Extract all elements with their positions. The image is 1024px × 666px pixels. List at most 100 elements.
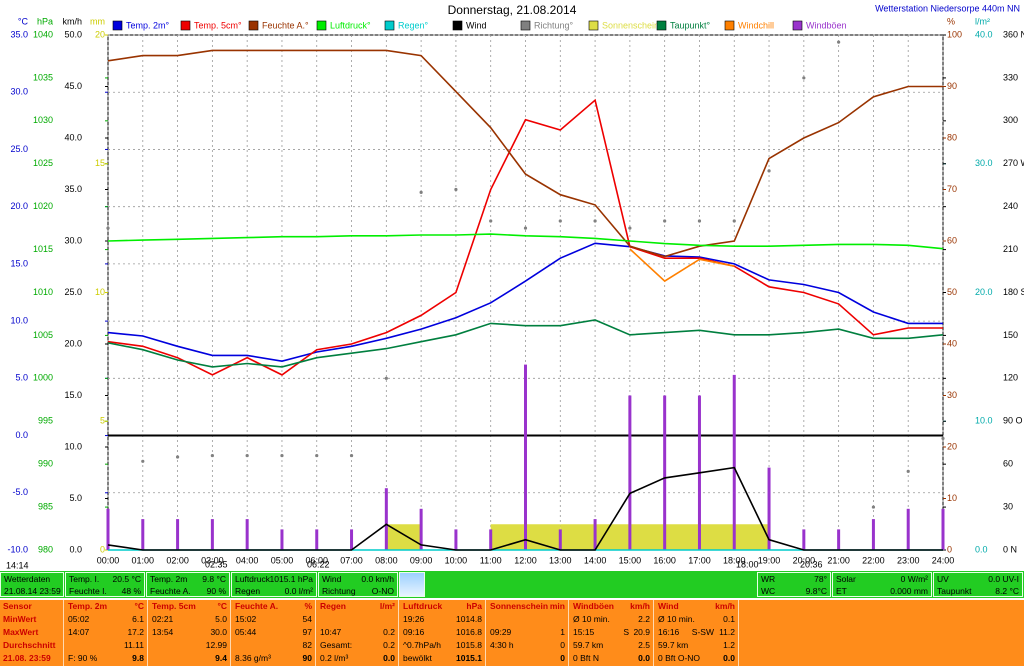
table-cell: 21.08. 23:59 <box>0 652 63 665</box>
x-tick-label: 06:00 <box>305 555 328 565</box>
chart-subtitle: Wetterstation Niedersorpe 440m NN <box>875 3 1020 13</box>
axis-title: l/m² <box>975 16 990 26</box>
y-tick-label: 15.0 <box>64 390 82 400</box>
direction-dot <box>871 505 876 509</box>
cell-text: 02:21 <box>152 614 174 624</box>
x-tick-label: 07:00 <box>340 555 363 565</box>
status-line: Temp. I. 20.5 °C <box>66 573 144 585</box>
cell-text: bewölkt <box>403 653 432 663</box>
cell-text: 19:26 <box>403 614 425 624</box>
table-cell <box>487 613 568 626</box>
direction-dot <box>941 436 945 441</box>
cell-text: 15:02 <box>235 614 257 624</box>
gust-bar <box>454 529 458 550</box>
x-tick-label: 00:00 <box>97 555 120 565</box>
cell-text: 9.8 <box>132 653 144 663</box>
y-tick-label: 70 <box>947 184 957 194</box>
cell-text: 0.1 <box>723 614 735 624</box>
y-tick-label: 300 <box>1003 115 1018 125</box>
legend-label: Temp. 5cm° <box>194 20 242 30</box>
cell-text: Gesamt: <box>320 640 353 650</box>
summary-table: Sensor MinWert MaxWert Durchschnitt 21.08. 2… <box>0 600 1024 666</box>
direction-dot <box>732 219 736 223</box>
annotation: 02:35 <box>205 559 228 569</box>
gust-bar <box>489 529 493 550</box>
legend-label: Sonnenschein <box>602 20 659 30</box>
y-tick-label: 1010 <box>33 287 53 297</box>
status-label: Taupunkt <box>937 586 972 596</box>
cell-text: 1016.8 <box>456 627 482 637</box>
cell-text: 0.2 <box>383 627 395 637</box>
y-tick-label: 210 <box>1003 244 1018 254</box>
cell-text: 0.0 <box>638 653 650 663</box>
sunshine-bar <box>525 524 561 550</box>
cell-text: 1015.1 <box>456 653 482 663</box>
cell-text: S-SW <box>691 627 714 637</box>
status-value: 20.5 °C <box>112 574 141 584</box>
gust-bar <box>176 519 180 550</box>
row-label: MinWert <box>3 614 37 624</box>
legend-label: Richtung° <box>534 20 574 30</box>
cell-text: 5.0 <box>215 614 227 624</box>
direction-dot <box>280 453 284 458</box>
y-tick-label: 0.0 <box>15 430 28 440</box>
status-value: O-NO <box>371 586 394 596</box>
y-tick-label: 50 <box>947 287 957 297</box>
y-tick-label: 15 <box>95 158 105 168</box>
table-cell: 8.36 g/m³ 90 <box>232 652 315 665</box>
table-column: Sensor MinWert MaxWert Durchschnitt 21.08. 2… <box>0 600 64 666</box>
series-line <box>107 466 943 551</box>
cell-text: 30.0 <box>210 627 227 637</box>
cell-text: 0.0 <box>383 653 395 663</box>
direction-dot <box>628 226 632 230</box>
cell-text: 6.1 <box>132 614 144 624</box>
cell-text: 1.2 <box>723 640 735 650</box>
cell-text: 0 <box>560 640 565 650</box>
cell-text: 12.99 <box>205 640 227 650</box>
gust-bar <box>663 395 667 550</box>
status-line: Luftdruck 1015.1 hPa <box>232 573 316 585</box>
y-tick-label: 40.0 <box>975 29 993 39</box>
x-tick-label: 12:00 <box>514 555 537 565</box>
status-line: Temp. 2m 9.8 °C <box>147 573 229 585</box>
status-line: Feuchte I. 48 % <box>66 585 144 597</box>
gust-bar <box>419 508 423 550</box>
x-tick-label: 08:00 <box>375 555 398 565</box>
gust-bar <box>210 519 214 550</box>
gust-bar <box>906 508 910 550</box>
status-group: Luftdruck 1015.1 hPa Regen 0.0 l/m² <box>231 572 317 597</box>
header-text: Regen <box>320 601 346 611</box>
table-cell: 09:16 1016.8 <box>400 626 485 639</box>
cell-text: 1 <box>560 627 565 637</box>
direction-dot <box>767 169 771 173</box>
gust-bar <box>106 508 110 550</box>
y-tick-label: 0 <box>100 544 105 554</box>
cell-text: 17.2 <box>127 627 144 637</box>
table-cell: 05:44 97 <box>232 626 315 639</box>
table-cell: 16:16 S-SW 11.2 <box>655 626 738 639</box>
direction-dot <box>558 219 562 223</box>
y-tick-label: 35.0 <box>10 29 28 39</box>
table-cell: 02:21 5.0 <box>149 613 230 626</box>
y-tick-label: 40 <box>947 338 957 348</box>
legend-label: Temp. 2m° <box>126 20 170 30</box>
cell-text: 8.36 g/m³ <box>235 653 271 663</box>
y-tick-label: 1030 <box>33 115 53 125</box>
legend-swatch <box>724 20 735 31</box>
series-line <box>107 49 943 258</box>
table-column: Temp. 5cm °C 02:21 5.0 13:54 30.0 12.99 9.4 <box>149 600 231 666</box>
table-column: Regen l/m² 10:47 0.2 Gesamt: 0.2 0.2 l/m³ 0.0 <box>317 600 399 666</box>
y-tick-label: 30.0 <box>10 87 28 97</box>
sunshine-bar <box>629 524 665 550</box>
series-line <box>107 319 944 368</box>
status-value: 0.0 l/m² <box>284 586 313 596</box>
cell-text: 15:15 <box>573 627 595 637</box>
status-value: 0.0 km/h <box>361 574 394 584</box>
header-text: Luftdruck <box>403 601 443 611</box>
gust-bar <box>315 529 319 550</box>
series-line <box>107 233 944 250</box>
status-line: WR 78° <box>758 573 830 585</box>
gust-bar <box>350 529 354 550</box>
cell-text: Ø 10 min. <box>573 614 610 624</box>
